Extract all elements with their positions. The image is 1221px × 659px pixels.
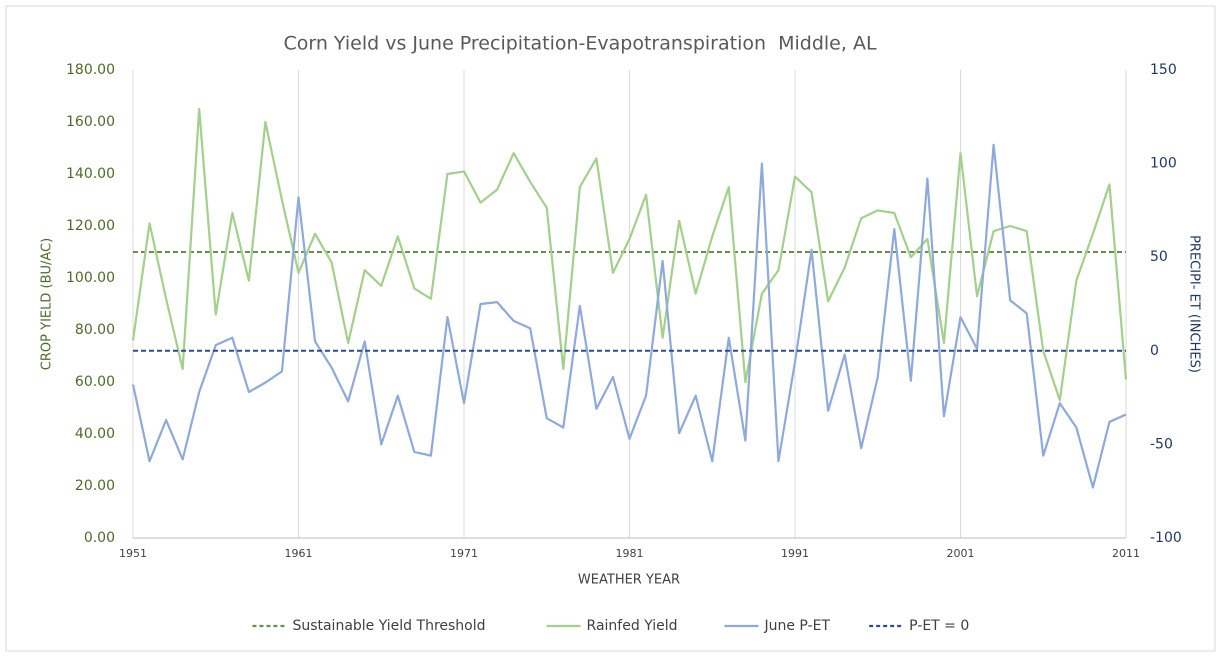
y2-tick-label: 0 bbox=[1150, 343, 1159, 359]
y2-tick-label: -50 bbox=[1150, 436, 1173, 452]
y-tick-label: 140.00 bbox=[66, 166, 115, 182]
y-tick-label: 60.00 bbox=[75, 374, 115, 390]
y-tick-label: 40.00 bbox=[75, 426, 115, 442]
legend-label: Rainfed Yield bbox=[587, 618, 678, 634]
chart-title: Corn Yield vs June Precipitation-Evapotr… bbox=[283, 33, 876, 55]
x-tick-label: 1961 bbox=[285, 547, 313, 560]
y-tick-label: 80.00 bbox=[75, 322, 115, 338]
x-axis-title: WEATHER YEAR bbox=[578, 573, 680, 588]
y-tick-label: 100.00 bbox=[66, 270, 115, 286]
x-tick-label: 2001 bbox=[947, 547, 975, 560]
y-tick-label: 0.00 bbox=[84, 530, 115, 546]
x-tick-label: 1971 bbox=[450, 547, 478, 560]
data-line bbox=[131, 143, 1127, 489]
legend-label: Sustainable Yield Threshold bbox=[292, 618, 485, 634]
y-tick-label: 20.00 bbox=[75, 478, 115, 494]
x-tick-label: 2011 bbox=[1112, 547, 1140, 560]
chart-frame bbox=[5, 5, 1216, 652]
x-tick-label: 1991 bbox=[781, 547, 809, 560]
y-tick-label: 180.00 bbox=[66, 62, 115, 78]
y2-tick-label: 100 bbox=[1150, 156, 1177, 172]
y2-tick-label: 50 bbox=[1150, 249, 1168, 265]
x-tick-label: 1951 bbox=[119, 547, 147, 560]
y-tick-label: 160.00 bbox=[66, 114, 115, 130]
y-tick-label: 120.00 bbox=[66, 218, 115, 234]
y2-axis-title: PRECIPI- ET (INCHES) bbox=[1187, 235, 1202, 373]
x-tick-label: 1981 bbox=[616, 547, 644, 560]
y-axis-title: CROP YIELD (BU/AC) bbox=[40, 238, 55, 370]
legend-label: P-ET = 0 bbox=[909, 618, 969, 634]
data-line bbox=[131, 107, 1128, 402]
y2-tick-label: -100 bbox=[1150, 530, 1182, 546]
legend-label: June P-ET bbox=[763, 618, 830, 634]
y2-tick-label: 150 bbox=[1150, 62, 1177, 78]
